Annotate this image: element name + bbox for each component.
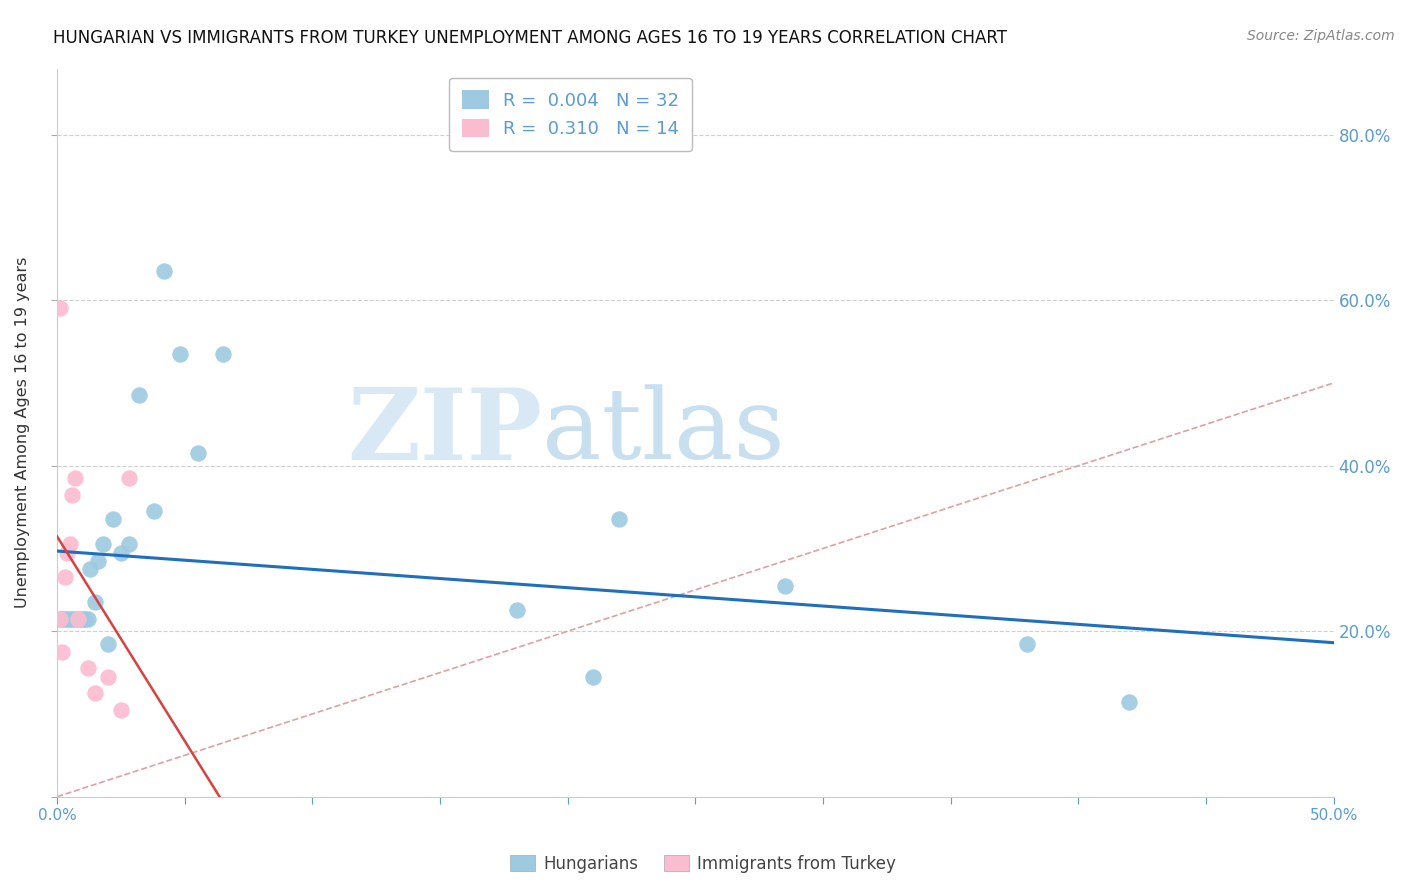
Point [53,570,76,584]
Legend: Hungarians, Immigrants from Turkey: Hungarians, Immigrants from Turkey [503,848,903,880]
Point [48,612,70,626]
Point [76,661,98,675]
Point [56,612,79,626]
Point [110,545,132,559]
Text: Source: ZipAtlas.com: Source: ZipAtlas.com [1247,29,1395,43]
Point [128,388,150,402]
Point [66,612,89,626]
Point [51,612,73,626]
Point [69,612,91,626]
Point [773,579,796,593]
Point [97,670,120,684]
Point [212,347,235,361]
Point [97,637,120,651]
Point [117,471,139,485]
Point [51,645,73,659]
Point [169,347,191,361]
Point [103,512,125,526]
Point [56,545,79,559]
Text: ZIP: ZIP [347,384,543,481]
Point [66,612,89,626]
Point [143,504,166,518]
Point [59,537,82,551]
Y-axis label: Unemployment Among Ages 16 to 19 years: Unemployment Among Ages 16 to 19 years [15,257,30,608]
Point [1017,637,1039,651]
Legend: R =  0.004   N = 32, R =  0.310   N = 14: R = 0.004 N = 32, R = 0.310 N = 14 [449,78,692,151]
Point [505,603,527,617]
Point [607,512,630,526]
Point [48,612,70,626]
Point [72,612,94,626]
Point [84,686,107,700]
Point [582,670,605,684]
Point [79,562,101,576]
Text: HUNGARIAN VS IMMIGRANTS FROM TURKEY UNEMPLOYMENT AMONG AGES 16 TO 19 YEARS CORRE: HUNGARIAN VS IMMIGRANTS FROM TURKEY UNEM… [53,29,1008,46]
Point [87,554,110,568]
Text: atlas: atlas [543,384,785,481]
Point [63,612,86,626]
Point [75,612,97,626]
Point [48,301,70,316]
Point [91,537,114,551]
Point [76,612,98,626]
Point [63,471,86,485]
Point [60,488,83,502]
Point [117,537,139,551]
Point [53,612,76,626]
Point [1118,694,1140,708]
Point [60,612,83,626]
Point [153,264,176,278]
Point [59,612,82,626]
Point [84,595,107,609]
Point [186,446,208,460]
Point [110,703,132,717]
